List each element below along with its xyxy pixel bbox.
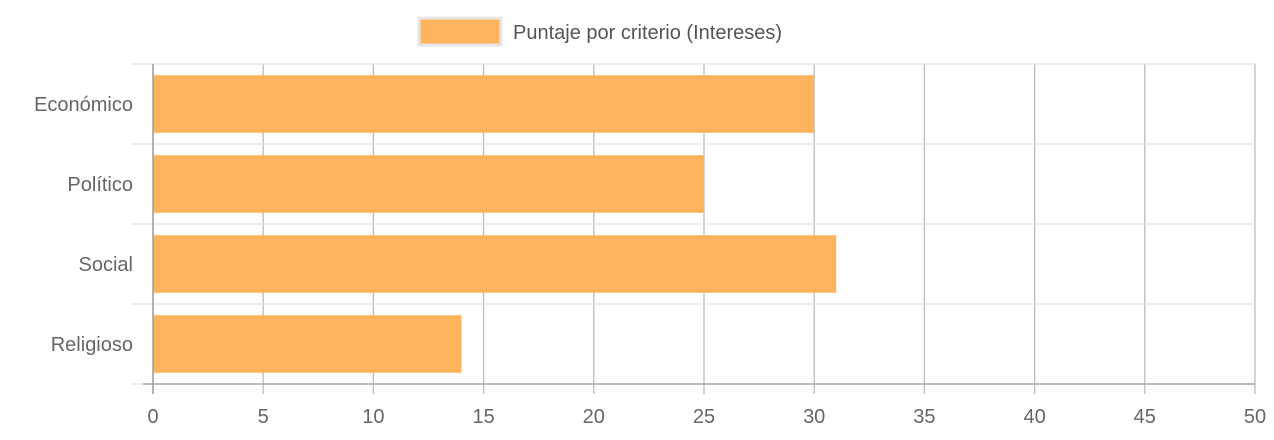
x-tick-label: 50 [1244, 406, 1266, 428]
legend-label: Puntaje por criterio (Intereses) [513, 22, 782, 44]
x-tick-label: 40 [1023, 406, 1045, 428]
x-tick-label: 30 [803, 406, 825, 428]
x-tick-label: 5 [258, 406, 269, 428]
x-tick-label: 35 [913, 406, 935, 428]
bar[interactable] [153, 75, 815, 133]
y-tick-label: Religioso [51, 334, 133, 356]
legend-swatch [417, 16, 503, 47]
bar[interactable] [153, 155, 704, 213]
x-axis-labels: 0 5 10 15 20 25 30 35 40 45 50 [147, 406, 1266, 428]
x-tick-label: 20 [583, 406, 605, 428]
y-tick-label: Económico [34, 94, 133, 116]
x-tick-label: 45 [1134, 406, 1156, 428]
bar[interactable] [153, 235, 837, 293]
bar[interactable] [153, 315, 462, 373]
x-tick-label: 15 [472, 406, 494, 428]
x-tick-label: 10 [362, 406, 384, 428]
y-tick-label: Político [67, 174, 133, 196]
legend[interactable]: Puntaje por criterio (Intereses) [417, 16, 782, 47]
bars [153, 75, 837, 373]
x-tick-label: 0 [147, 406, 158, 428]
axes [143, 64, 1255, 394]
y-axis-labels: Económico Político Social Religioso [34, 94, 133, 356]
x-tick-label: 25 [693, 406, 715, 428]
y-tick-label: Social [79, 254, 133, 276]
